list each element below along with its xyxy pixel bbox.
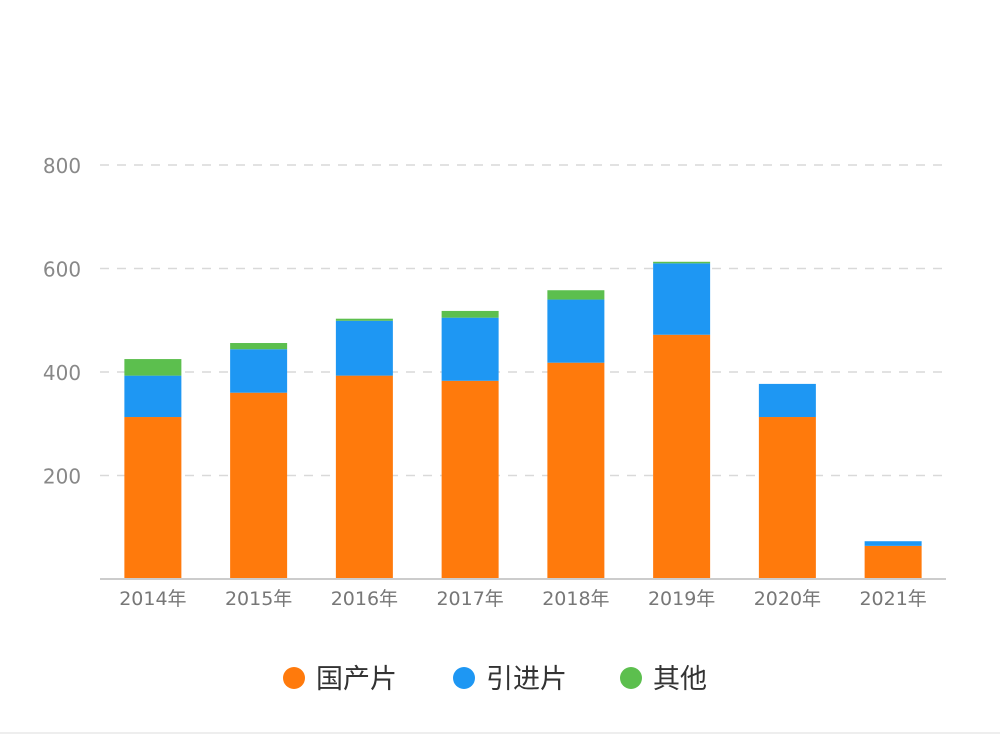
- bar-segment-2015年-国产片: [230, 392, 288, 579]
- legend-marker-国产片: [283, 667, 305, 689]
- x-tick-label: 2020年: [754, 588, 821, 610]
- y-tick-label: 800: [43, 154, 81, 178]
- bottom-divider: [0, 732, 1000, 734]
- legend-marker-引进片: [453, 667, 475, 689]
- legend-marker-其他: [620, 667, 642, 689]
- bar-segment-2017年-引进片: [441, 317, 499, 381]
- bar-segment-2014年-其他: [124, 359, 182, 376]
- bar-segment-2014年-引进片: [124, 375, 182, 418]
- legend-label: 其他: [653, 664, 707, 695]
- x-axis-ticks: 2014年 2015年 2016年 2017年 2018年 2019年 2020年 2021年: [119, 588, 927, 610]
- x-tick-label: 2019年: [648, 588, 715, 610]
- x-tick-label: 2021年: [859, 588, 926, 610]
- bar-segment-2020年-国产片: [758, 417, 816, 579]
- bar-segment-2016年-国产片: [335, 375, 393, 579]
- bar-segment-2014年-国产片: [124, 417, 182, 579]
- x-tick-label: 2018年: [542, 588, 609, 610]
- bar-segment-2018年-引进片: [547, 299, 605, 363]
- bar-segment-2021年-国产片: [864, 545, 922, 579]
- y-tick-label: 200: [43, 465, 81, 489]
- bar-segment-2020年-引进片: [758, 383, 816, 418]
- y-tick-label: 600: [43, 258, 81, 282]
- bar-segment-2017年-其他: [441, 310, 499, 318]
- bar-segment-2019年-国产片: [653, 334, 711, 579]
- bar-segment-2018年-其他: [547, 290, 605, 300]
- legend: 国产片 引进片 其他: [283, 664, 707, 695]
- bar-segment-2019年-引进片: [653, 263, 711, 335]
- x-tick-label: 2016年: [331, 588, 398, 610]
- bar-segment-2015年-引进片: [230, 349, 288, 393]
- legend-label: 国产片: [316, 664, 397, 695]
- bars: [124, 261, 922, 579]
- legend-label: 引进片: [486, 664, 567, 695]
- bar-segment-2021年-引进片: [864, 541, 922, 546]
- bar-segment-2018年-国产片: [547, 362, 605, 579]
- bar-segment-2019年-其他: [653, 261, 711, 264]
- bar-segment-2016年-引进片: [335, 320, 393, 376]
- x-tick-label: 2017年: [436, 588, 503, 610]
- bar-segment-2015年-其他: [230, 343, 288, 350]
- bar-segment-2017年-国产片: [441, 380, 499, 579]
- y-axis-ticks: 200 400 600 800: [43, 154, 81, 489]
- bar-segment-2016年-其他: [335, 318, 393, 321]
- x-tick-label: 2014年: [119, 588, 186, 610]
- grid-lines: [100, 164, 946, 477]
- x-tick-label: 2015年: [225, 588, 292, 610]
- y-tick-label: 400: [43, 361, 81, 385]
